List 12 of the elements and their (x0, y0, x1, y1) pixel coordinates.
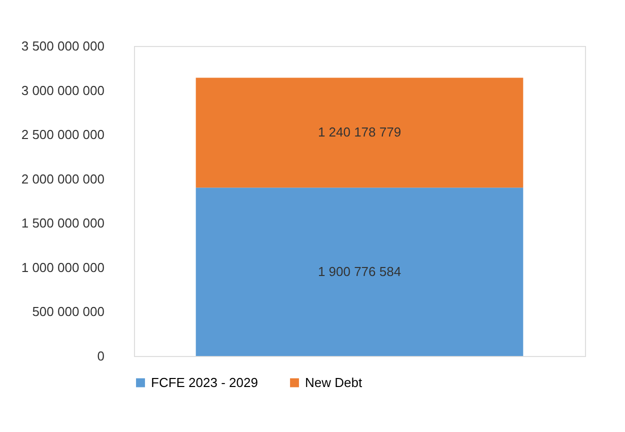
y-tick-label: 2 500 000 000 (21, 127, 104, 142)
y-tick-label: 500 000 000 (32, 304, 104, 320)
data-label: 1 900 776 584 (318, 264, 402, 279)
y-tick-label: 0 (97, 348, 104, 364)
y-tick-label: 1 500 000 000 (21, 216, 104, 231)
y-tick-label: 3 000 000 000 (21, 82, 104, 98)
y-tick-label: 2 000 000 000 (21, 171, 104, 186)
legend-label: FCFE 2023 - 2029 (151, 374, 258, 390)
y-tick-label: 3 500 000 000 (21, 38, 104, 54)
y-tick-label: 1 000 000 000 (21, 260, 104, 275)
data-label: 1 240 178 779 (318, 124, 402, 140)
legend-label: New Debt (305, 374, 362, 390)
